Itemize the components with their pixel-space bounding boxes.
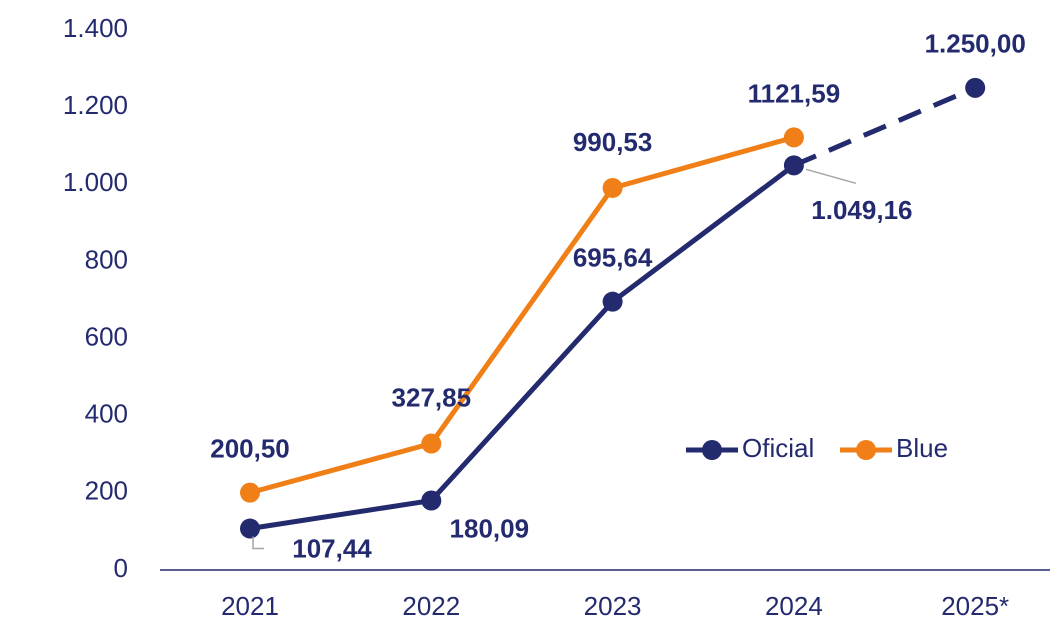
value-label: 1.250,00: [925, 29, 1026, 59]
value-label: 1121,59: [748, 78, 841, 108]
leader-line: [252, 536, 264, 550]
y-tick-label: 800: [85, 244, 128, 274]
y-tick-label: 600: [85, 321, 128, 351]
point: [602, 177, 623, 198]
y-tick-label: 1.200: [63, 90, 128, 120]
x-tick-label: 2023: [584, 591, 642, 621]
x-tick-label: 2021: [221, 591, 279, 621]
legend-marker: [702, 440, 722, 460]
value-label: 695,64: [573, 243, 653, 273]
legend-label: Oficial: [742, 433, 814, 463]
value-label: 107,44: [292, 533, 372, 563]
point: [240, 482, 260, 503]
legend-label: Blue: [896, 433, 948, 463]
point: [602, 291, 623, 312]
point: [421, 433, 442, 454]
value-label: 990,53: [573, 127, 653, 157]
y-tick-label: 400: [85, 399, 128, 429]
point: [965, 77, 986, 98]
value-label: 200,50: [210, 434, 290, 464]
point: [783, 127, 804, 148]
legend-marker: [856, 440, 876, 460]
point: [240, 518, 260, 539]
line: [249, 163, 796, 532]
value-label: 180,09: [450, 513, 530, 543]
point: [783, 155, 804, 176]
leader-line: [805, 168, 857, 185]
value-label: 1.049,16: [811, 195, 912, 225]
point: [421, 490, 442, 511]
x-tick-label: 2022: [402, 591, 460, 621]
y-tick-label: 1.000: [63, 167, 128, 197]
line-projection: [792, 85, 977, 168]
y-tick-label: 0: [114, 553, 128, 583]
x-tick-label: 2024: [765, 591, 823, 621]
y-tick-label: 200: [85, 476, 128, 506]
x-tick-label: 2025*: [941, 591, 1009, 621]
y-tick-label: 1.400: [63, 13, 128, 43]
line: [249, 134, 795, 496]
value-label: 327,85: [392, 382, 472, 412]
